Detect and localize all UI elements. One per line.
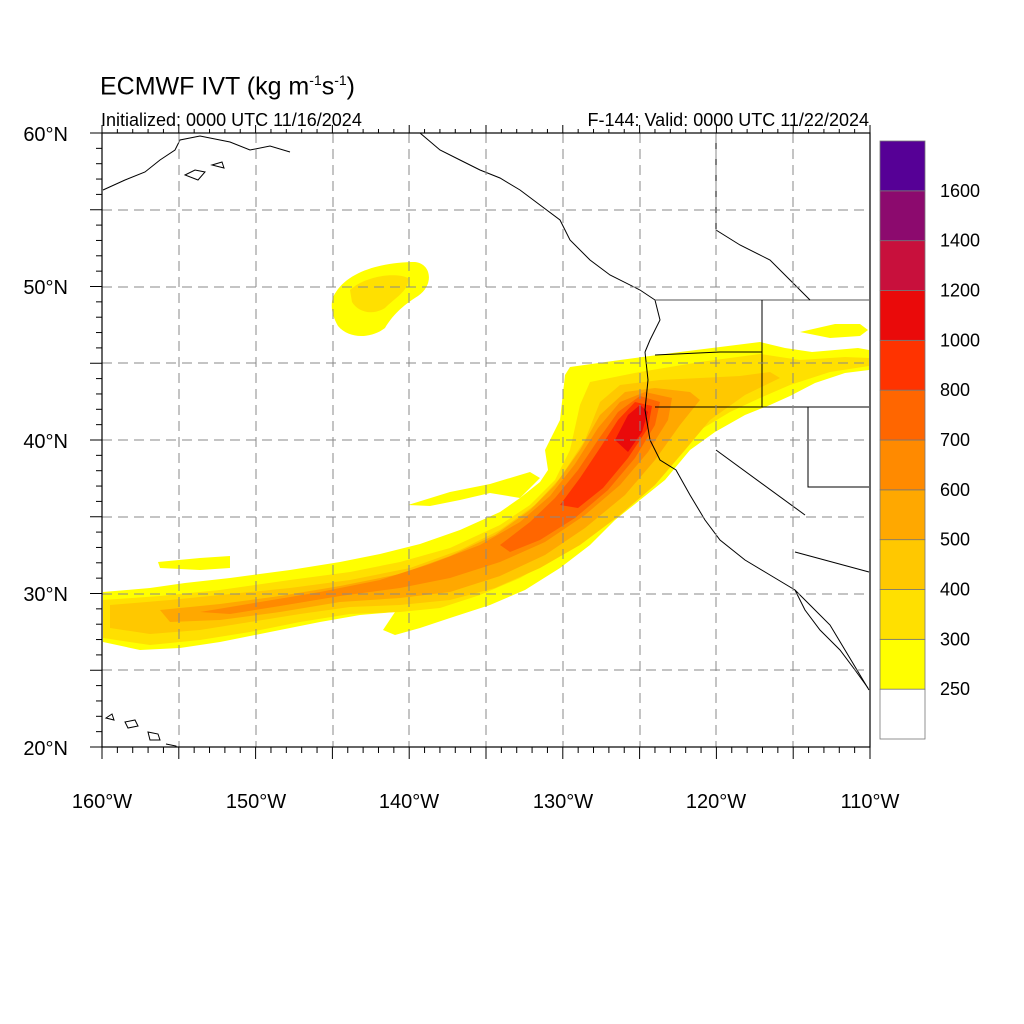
hawaii-islands: [104, 713, 177, 747]
colorbar-swatch: [879, 290, 926, 341]
lon-label-150w: 150°W: [226, 791, 286, 813]
canada-interior: [715, 133, 811, 301]
alaska-coast: [102, 135, 291, 191]
colorbar-label: 1400: [940, 231, 980, 251]
colorbar-swatch: [879, 339, 926, 391]
lat-label-60n: 60°N: [23, 124, 68, 146]
lon-label-140w: 140°W: [379, 791, 439, 813]
ivt-river-250-bit: [158, 556, 230, 570]
alaska-panhandle-coast: [419, 133, 661, 353]
lon-label-110w: 110°W: [841, 791, 900, 813]
lon-label-130w: 130°W: [533, 791, 593, 813]
lon-label-120w: 120°W: [686, 791, 746, 813]
colorbar-label: 1600: [940, 181, 980, 201]
colorbar-swatch: [879, 140, 926, 192]
baja-coast: [794, 589, 869, 689]
ivt-blob-east: [800, 324, 868, 338]
colorbar-swatch: [879, 240, 926, 291]
colorbar-swatch: [879, 589, 926, 640]
colorbar-swatch: [879, 489, 926, 541]
lon-axis-labels: 160°W 150°W 140°W 130°W 120°W 110°W: [72, 791, 900, 813]
ivt-blob-north-core: [350, 275, 409, 313]
colorbar-swatch: [879, 190, 926, 242]
ivt-river-250-tongue: [408, 472, 540, 506]
graticule: [102, 133, 870, 747]
lat-axis-labels: 20°N 30°N 40°N 50°N 60°N: [23, 124, 68, 760]
colorbar-label: 700: [940, 430, 970, 450]
colorbar-label: 500: [940, 530, 970, 550]
colorbar-label: 400: [940, 580, 970, 600]
lon-label-160w: 160°W: [72, 791, 132, 813]
colorbar-labels: 250 300 400 500 600 700 800 1000 1200 1400 1600: [940, 181, 980, 699]
ivt-field: [103, 262, 869, 650]
colorbar-label: 300: [940, 629, 970, 649]
colorbar-swatch: [879, 439, 926, 491]
islands-northwest: [183, 161, 225, 181]
colorbar: [879, 140, 926, 740]
axis-ticks: [90, 125, 871, 759]
colorbar-label: 800: [940, 380, 970, 400]
lat-label-30n: 30°N: [23, 584, 68, 606]
lat-label-20n: 20°N: [23, 738, 68, 760]
colorbar-swatch: [879, 389, 926, 441]
state-border-wa-or: [654, 351, 762, 356]
us-west-coast: [644, 351, 870, 691]
valid-time: F-144: Valid: 0000 UTC 11/22/2024: [587, 110, 869, 130]
initialized-time: Initialized: 0000 UTC 11/16/2024: [101, 110, 362, 130]
map-title: ECMWF IVT (kg m-1s-1): [100, 72, 355, 101]
lat-label-40n: 40°N: [23, 431, 68, 453]
colorbar-swatch: [879, 638, 926, 690]
state-border-ca-nv: [715, 449, 806, 516]
colorbar-label: 1200: [940, 281, 980, 301]
colorbar-swatch: [879, 688, 926, 740]
state-border-nv-east: [807, 407, 869, 488]
lat-label-50n: 50°N: [23, 277, 68, 299]
colorbar-label: 250: [940, 679, 970, 699]
colorbar-label: 1000: [940, 330, 980, 350]
mexico-border: [794, 551, 870, 573]
coastlines: [102, 133, 870, 747]
colorbar-label: 600: [940, 480, 970, 500]
colorbar-swatch: [879, 539, 926, 590]
